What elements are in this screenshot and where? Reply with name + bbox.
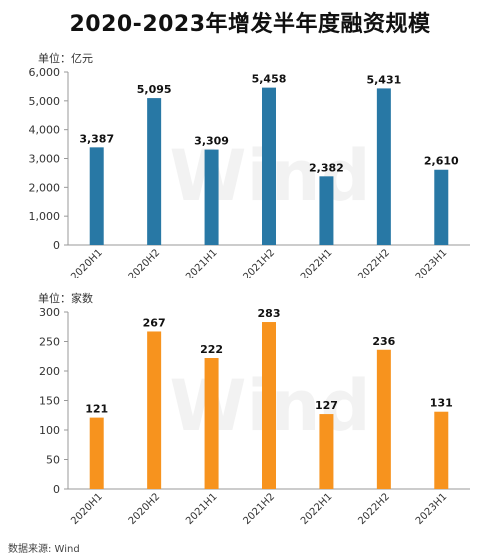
- y-tick-label: 3,000: [29, 153, 61, 166]
- bar: [434, 169, 449, 245]
- data-label: 2,382: [309, 161, 344, 174]
- data-label: 5,095: [137, 83, 172, 96]
- x-tick-label: 2023H1: [414, 247, 450, 278]
- data-label: 131: [430, 397, 453, 410]
- y-tick-label: 300: [39, 306, 60, 319]
- bar: [89, 417, 104, 489]
- bar: [319, 176, 334, 245]
- bar: [376, 349, 391, 489]
- data-label: 3,387: [79, 132, 114, 145]
- y-tick-label: 2,000: [29, 181, 61, 194]
- y-tick-label: 0: [53, 483, 60, 496]
- x-tick-label: 2021H2: [242, 491, 278, 527]
- y-tick-label: 150: [39, 395, 60, 408]
- bar: [319, 414, 334, 489]
- y-tick-label: 0: [53, 239, 60, 252]
- chart-title: 2020-2023年增发半年度融资规模: [69, 12, 431, 37]
- amount-bar-chart: Wind 01,0002,0003,0004,0005,0006,0003,38…: [29, 66, 470, 278]
- data-label: 5,458: [252, 73, 287, 86]
- bar: [262, 87, 276, 245]
- x-tick-label: 2021H2: [242, 247, 278, 278]
- bar: [204, 358, 219, 489]
- bar: [147, 331, 162, 489]
- data-label: 283: [258, 307, 281, 320]
- x-tick-label: 2023H1: [414, 491, 450, 527]
- x-tick-label: 2022H2: [356, 491, 392, 527]
- x-tick-label: 2021H1: [184, 247, 220, 278]
- x-tick-label: 2020H1: [69, 247, 105, 278]
- y-tick-label: 6,000: [29, 66, 61, 79]
- data-label: 127: [315, 399, 338, 412]
- x-tick-label: 2020H1: [69, 491, 105, 527]
- source-note: 数据来源: Wind: [8, 544, 80, 555]
- bar: [434, 411, 449, 489]
- bar: [376, 88, 391, 246]
- unit-label-count: 单位：家数: [38, 292, 93, 305]
- x-tick-label: 2021H1: [184, 491, 220, 527]
- unit-label-amount: 单位：亿元: [38, 52, 93, 65]
- y-tick-label: 50: [46, 454, 60, 467]
- x-tick-label: 2022H1: [299, 247, 335, 278]
- y-tick-label: 5,000: [29, 95, 61, 108]
- data-label: 222: [200, 343, 223, 356]
- y-tick-label: 1,000: [29, 210, 61, 223]
- bar: [262, 322, 276, 489]
- x-tick-label: 2022H1: [299, 491, 335, 527]
- y-tick-label: 200: [39, 365, 60, 378]
- y-tick-label: 250: [39, 336, 60, 349]
- data-label: 236: [372, 335, 395, 348]
- data-label: 3,309: [194, 135, 229, 148]
- data-label: 267: [143, 316, 166, 329]
- x-tick-label: 2020H2: [127, 247, 163, 278]
- y-tick-label: 4,000: [29, 124, 61, 137]
- data-label: 5,431: [366, 73, 401, 86]
- x-tick-label: 2022H2: [356, 247, 392, 278]
- y-tick-label: 100: [39, 424, 60, 437]
- data-label: 121: [85, 403, 108, 416]
- count-bar-chart: Wind 0501001502002503001212020H12672020H…: [39, 306, 470, 527]
- bar: [89, 147, 104, 245]
- bar: [204, 149, 219, 245]
- x-tick-label: 2020H2: [127, 491, 163, 527]
- bar: [147, 98, 162, 245]
- data-label: 2,610: [424, 155, 459, 168]
